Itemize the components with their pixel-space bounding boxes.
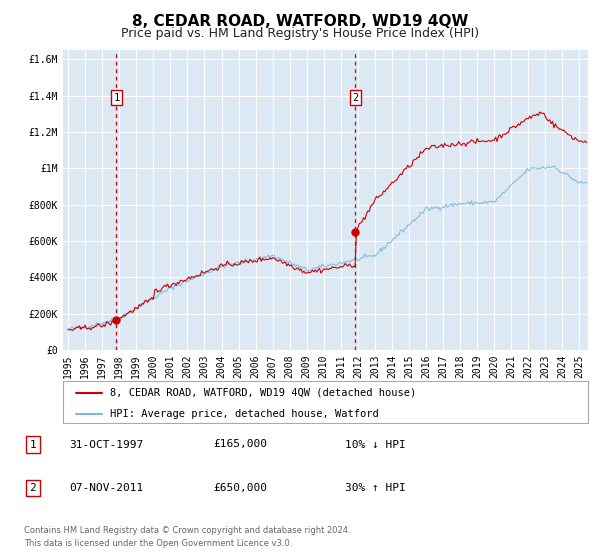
Text: 1: 1 [29,440,37,450]
Text: 8, CEDAR ROAD, WATFORD, WD19 4QW: 8, CEDAR ROAD, WATFORD, WD19 4QW [132,14,468,29]
Text: 31-OCT-1997: 31-OCT-1997 [69,440,143,450]
Text: 2: 2 [352,92,358,102]
Text: Price paid vs. HM Land Registry's House Price Index (HPI): Price paid vs. HM Land Registry's House … [121,27,479,40]
Text: This data is licensed under the Open Government Licence v3.0.: This data is licensed under the Open Gov… [24,539,292,548]
Text: 1: 1 [113,92,119,102]
Text: £165,000: £165,000 [213,440,267,450]
Text: £650,000: £650,000 [213,483,267,493]
Text: 2: 2 [29,483,37,493]
Text: 8, CEDAR ROAD, WATFORD, WD19 4QW (detached house): 8, CEDAR ROAD, WATFORD, WD19 4QW (detach… [110,388,416,398]
Text: 07-NOV-2011: 07-NOV-2011 [69,483,143,493]
Text: 10% ↓ HPI: 10% ↓ HPI [345,440,406,450]
Text: Contains HM Land Registry data © Crown copyright and database right 2024.: Contains HM Land Registry data © Crown c… [24,526,350,535]
Text: 30% ↑ HPI: 30% ↑ HPI [345,483,406,493]
Text: HPI: Average price, detached house, Watford: HPI: Average price, detached house, Watf… [110,409,379,418]
